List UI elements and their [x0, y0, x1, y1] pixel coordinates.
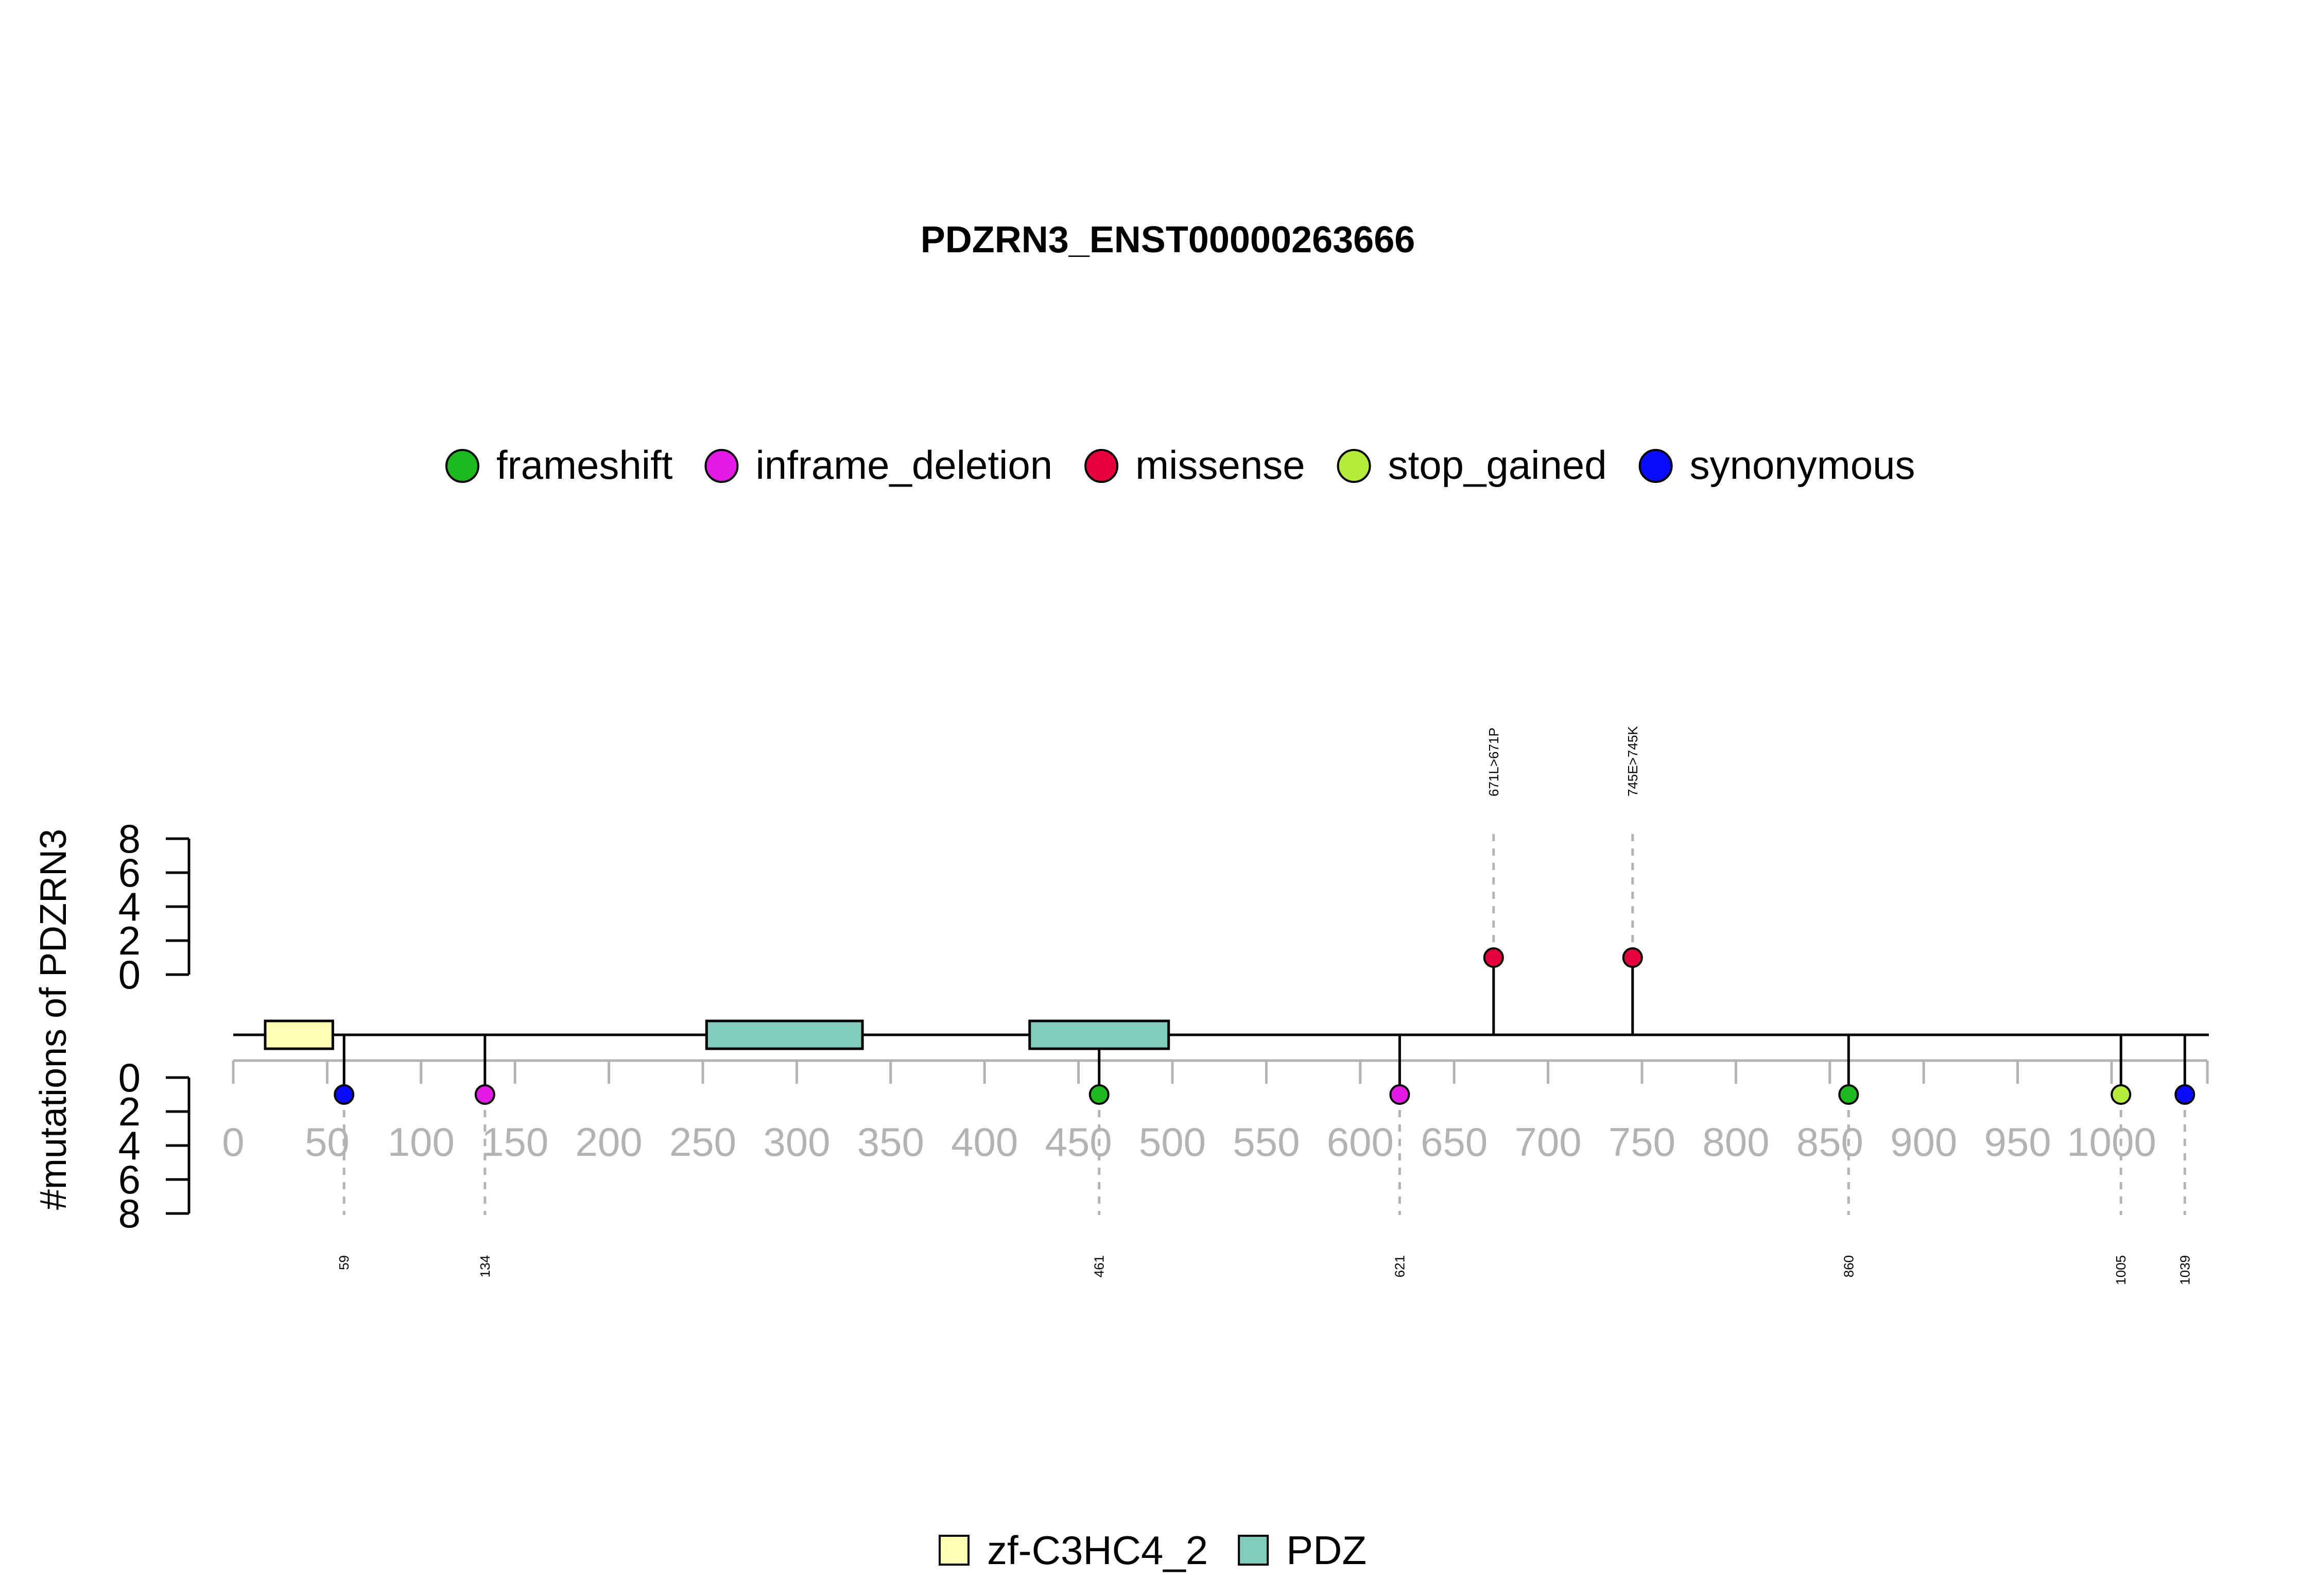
point-bottom-label-59: 59 — [336, 1255, 352, 1270]
legend-dom-label-0: zf-C3HC4_2 — [987, 1528, 1208, 1573]
y-bottom-tick-label-3: 6 — [118, 1157, 141, 1202]
x-tick-label-2: 100 — [388, 1119, 455, 1165]
x-axis: 0 50 100 150 200 250 300 350 400 450 500 550 600 650 7… — [222, 1059, 2209, 1165]
x-tick-label-11: 550 — [1233, 1119, 1300, 1165]
y-top-tick-label-0: 0 — [118, 952, 141, 997]
point-bottom-860 — [1838, 1084, 1859, 1105]
point-bottom-label-860: 860 — [1841, 1255, 1856, 1277]
x-tick-label-13: 650 — [1421, 1119, 1488, 1165]
domain-0 — [264, 1019, 334, 1050]
x-tick-label-16: 800 — [1702, 1119, 1769, 1165]
x-tick-label-4: 200 — [576, 1119, 643, 1165]
point-bottom-label-461: 461 — [1092, 1255, 1107, 1277]
point-top-label-745: 745E>745K — [1625, 726, 1640, 796]
legend-mut-marker-4 — [1638, 449, 1673, 483]
x-tick-label-1: 50 — [305, 1119, 350, 1165]
point-top-671 — [1483, 947, 1504, 968]
y-bottom-tick-label-1: 2 — [118, 1089, 141, 1134]
legend-dom-marker-0 — [939, 1535, 970, 1566]
mutation-points: 671L>671P 745E>745K 59 134 461 621 860 1005 1039 — [334, 726, 2195, 1285]
point-bottom-134 — [474, 1084, 495, 1105]
y-axis-label: #mutations of PDZRN3 — [33, 829, 74, 1210]
point-top-745 — [1622, 947, 1643, 968]
x-tick-label-5: 250 — [669, 1119, 736, 1165]
point-bottom-label-621: 621 — [1392, 1255, 1407, 1277]
legend-dom-label-1: PDZ — [1286, 1528, 1367, 1573]
x-tick-label-0: 0 — [222, 1119, 244, 1165]
x-tick-label-15: 750 — [1609, 1119, 1675, 1165]
y-bottom-tick-label-2: 4 — [118, 1123, 141, 1168]
legend-mut-marker-1 — [704, 449, 739, 483]
legend-mut-label-1: inframe_deletion — [755, 442, 1052, 488]
y-top-tick-label-2: 4 — [118, 884, 141, 929]
x-tick-label-18: 900 — [1890, 1119, 1957, 1165]
chart-title: PDZRN3_ENST00000263666 — [921, 219, 1415, 261]
x-tick-label-14: 700 — [1515, 1119, 1582, 1165]
point-bottom-461 — [1088, 1084, 1110, 1105]
point-bottom-label-1005: 1005 — [2113, 1255, 2129, 1285]
x-tick-label-17: 850 — [1796, 1119, 1863, 1165]
legend-mut-label-2: missense — [1135, 442, 1305, 488]
x-tick-label-12: 600 — [1327, 1119, 1394, 1165]
legend-mut-marker-0 — [445, 449, 479, 483]
x-tick-label-8: 400 — [951, 1119, 1018, 1165]
domain-legend: zf-C3HC4_2 PDZ — [939, 1528, 1367, 1573]
y-top-tick-label-3: 6 — [118, 850, 141, 895]
x-tick-label-10: 500 — [1139, 1119, 1206, 1165]
y-top-tick-label-1: 2 — [118, 918, 141, 963]
y-top-tick-label-4: 8 — [118, 816, 141, 861]
point-bottom-1039 — [2174, 1084, 2195, 1105]
domain-2 — [1028, 1019, 1170, 1050]
point-top-label-671: 671L>671P — [1486, 727, 1501, 796]
legend-mut-label-4: synonymous — [1690, 442, 1915, 488]
point-bottom-59 — [334, 1084, 355, 1105]
point-bottom-label-134: 134 — [477, 1255, 493, 1277]
legend-mut-marker-2 — [1084, 449, 1119, 483]
y-bottom-tick-label-0: 0 — [118, 1055, 141, 1100]
legend-mut-label-0: frameshift — [496, 442, 673, 488]
legend-dom-marker-1 — [1238, 1535, 1269, 1566]
x-tick-label-19: 950 — [1984, 1119, 2051, 1165]
protein-domains — [264, 1019, 1170, 1050]
legend-mut-marker-3 — [1337, 449, 1371, 483]
y-bottom-tick-label-4: 8 — [118, 1191, 141, 1236]
point-bottom-label-1039: 1039 — [2177, 1255, 2192, 1285]
point-bottom-621 — [1389, 1084, 1410, 1105]
x-tick-label-3: 150 — [481, 1119, 548, 1165]
x-tick-label-9: 450 — [1045, 1119, 1112, 1165]
point-bottom-1005 — [2111, 1084, 2132, 1105]
x-tick-label-6: 300 — [763, 1119, 830, 1165]
legend-mut-label-3: stop_gained — [1388, 442, 1607, 488]
domain-1 — [705, 1019, 864, 1050]
mutation-legend: frameshift inframe_deletion missense stop_g… — [445, 442, 1915, 488]
x-tick-label-20: 1000 — [2067, 1119, 2156, 1165]
x-tick-label-7: 350 — [857, 1119, 924, 1165]
